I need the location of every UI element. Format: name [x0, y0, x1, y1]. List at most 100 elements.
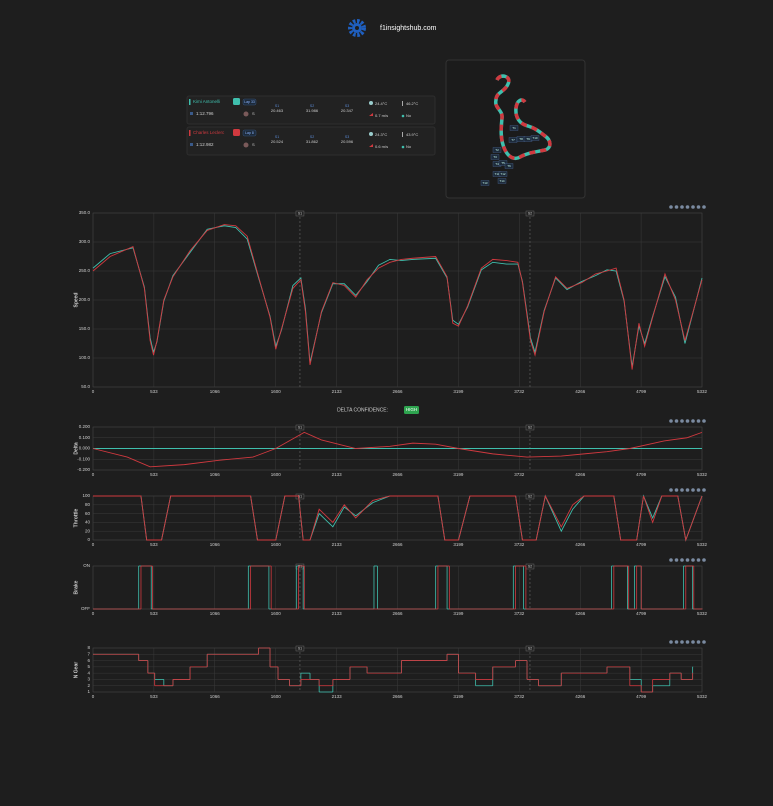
- turn-label: T12: [500, 172, 506, 176]
- y-tick-label: 200.0: [79, 297, 91, 302]
- series-line: [92, 431, 703, 468]
- y-tick-label: OFF: [81, 606, 90, 611]
- sector-marker-box: [295, 493, 305, 500]
- site-logo: [348, 19, 366, 37]
- site-name[interactable]: f1insightshub.com: [380, 25, 437, 32]
- sector-marker-box: [295, 645, 305, 652]
- tyre: S: [252, 142, 255, 147]
- y-tick-label: 4: [87, 670, 90, 675]
- x-tick-label: 1600: [271, 542, 282, 547]
- toolbar-icon: [685, 205, 690, 209]
- wind-icon: [369, 113, 373, 116]
- toolbar-icon: [669, 558, 673, 562]
- x-tick-label: 4266: [575, 389, 586, 394]
- turn-label: T4: [495, 162, 499, 166]
- x-tick-label: 3199: [453, 611, 464, 616]
- sector-marker-box: [525, 210, 535, 217]
- sector-marker-label: S1: [298, 564, 302, 568]
- sector-time: 20.596: [341, 139, 354, 144]
- y-tick-label: 0.100: [79, 435, 91, 440]
- track-temp: 46.2°C: [406, 101, 418, 106]
- y-tick-label: 20: [85, 528, 91, 533]
- y-tick-label: 8: [87, 645, 90, 650]
- y-tick-label: 80: [85, 502, 91, 507]
- toolbar-icon: [691, 640, 695, 644]
- turn-label: T7: [511, 138, 515, 142]
- sector-label: S3: [345, 135, 349, 139]
- y-tick-label: 1: [87, 689, 90, 694]
- toolbar-icon: [691, 419, 695, 423]
- turn-label: T10: [532, 136, 538, 140]
- y-tick-label: 0.200: [79, 424, 91, 429]
- lap-badge: [242, 129, 257, 137]
- x-tick-label: 4266: [575, 542, 586, 547]
- x-tick-label: 1066: [210, 389, 221, 394]
- x-tick-label: 2133: [332, 694, 343, 699]
- sector-label: S2: [310, 104, 314, 108]
- x-tick-label: 2133: [332, 542, 343, 547]
- turn-label-box: [498, 160, 508, 166]
- air-temp: 24.3°C: [375, 132, 387, 137]
- sector-time: 20.347: [341, 108, 354, 113]
- sector-marker-label: S2: [528, 425, 532, 429]
- tyre: S: [252, 111, 255, 116]
- series-line: [93, 494, 703, 542]
- x-tick-label: 533: [150, 694, 158, 699]
- toolbar-icon: [674, 488, 679, 492]
- x-tick-label: 4266: [575, 611, 586, 616]
- x-tick-label: 4266: [575, 694, 586, 699]
- sector-marker-label: S1: [298, 494, 302, 498]
- x-tick-label: 2666: [392, 542, 403, 547]
- toolbar-icon: [702, 419, 706, 423]
- x-tick-label: 3199: [453, 542, 464, 547]
- turn-label-box: [497, 178, 507, 184]
- y-tick-label: 0.000: [79, 446, 91, 451]
- turn-label-box: [504, 163, 514, 169]
- rain-icon: [401, 145, 405, 149]
- turn-label: T3: [493, 155, 497, 159]
- driver-color-bar: [189, 99, 191, 105]
- turn-label: T5: [501, 161, 505, 165]
- turn-label: T9: [526, 137, 530, 141]
- toolbar-icon: [674, 419, 679, 423]
- turn-label-box: [492, 147, 502, 153]
- y-tick-label: 40: [85, 520, 91, 525]
- lap-time-icon: [190, 143, 193, 146]
- turn-label-box: [480, 180, 490, 186]
- toolbar-icon: [702, 488, 706, 492]
- turn-label: T6: [507, 164, 511, 168]
- gear-icon: [348, 19, 366, 37]
- x-tick-label: 2666: [392, 694, 403, 699]
- sector-marker-label: S2: [528, 494, 532, 498]
- x-tick-label: 4799: [636, 472, 647, 477]
- x-tick-label: 1066: [210, 472, 221, 477]
- sector-marker-label: S1: [298, 211, 302, 215]
- driver-name: Kimi Antonelli: [193, 99, 220, 104]
- x-tick-label: 3732: [514, 694, 525, 699]
- toolbar-icon: [691, 558, 695, 562]
- turn-label-box: [498, 171, 508, 177]
- x-tick-label: 3199: [453, 472, 464, 477]
- y-tick-label: 250.0: [79, 268, 91, 273]
- y-axis-label: Brake: [73, 580, 79, 594]
- toolbar-icon: [696, 488, 701, 492]
- toolbar-icon: [696, 419, 701, 423]
- y-tick-label: 300.0: [79, 239, 91, 244]
- series-line: [92, 224, 703, 370]
- x-tick-label: 0: [92, 694, 95, 699]
- toolbar-icon: [680, 419, 684, 423]
- y-tick-label: 0: [87, 537, 90, 542]
- lap-badge-text: Lap 33: [244, 100, 255, 104]
- track-temp-icon: [402, 101, 403, 106]
- toolbar-icon: [680, 205, 684, 209]
- turn-label: T14: [499, 179, 505, 183]
- toolbar-icon: [674, 640, 679, 644]
- y-tick-label: 7: [87, 651, 90, 656]
- toolbar-icon: [685, 419, 690, 423]
- rain-icon: [401, 114, 405, 118]
- x-tick-label: 0: [92, 472, 95, 477]
- x-tick-label: 5332: [697, 542, 708, 547]
- x-tick-label: 2666: [392, 611, 403, 616]
- y-tick-label: -0.200: [77, 467, 90, 472]
